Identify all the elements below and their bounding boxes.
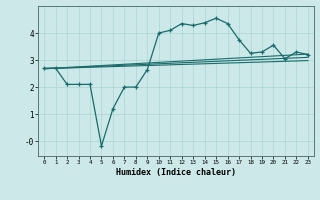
X-axis label: Humidex (Indice chaleur): Humidex (Indice chaleur) [116, 168, 236, 177]
